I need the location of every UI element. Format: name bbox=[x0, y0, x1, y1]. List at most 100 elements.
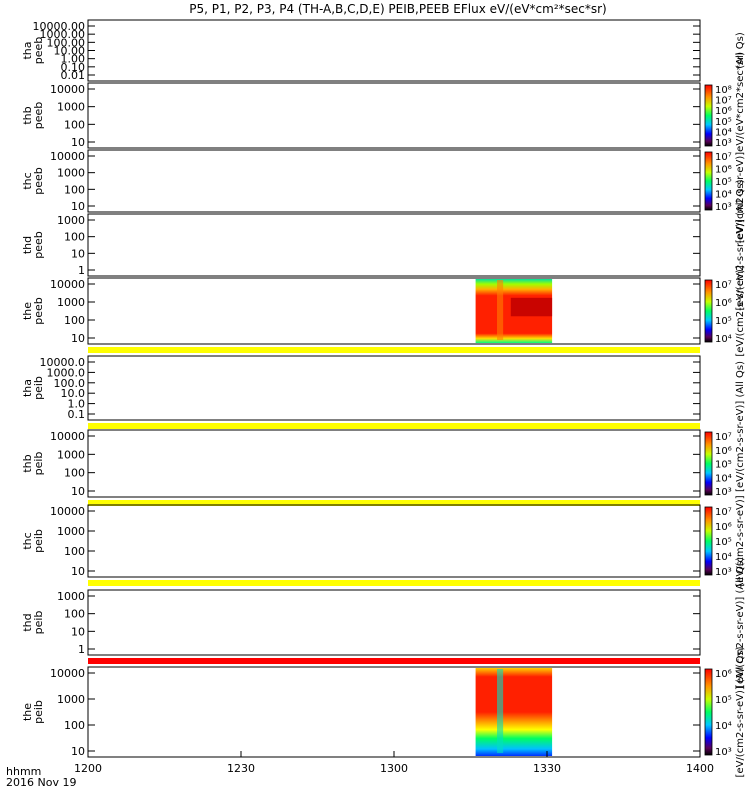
y-tick-label: 1000 bbox=[57, 214, 85, 227]
panel-label-product: peeb bbox=[32, 297, 45, 325]
colorbar-tick-label: 10⁶ bbox=[715, 446, 732, 457]
colorbar-tick-label: 10⁴ bbox=[715, 190, 732, 201]
x-units-label: hhmm bbox=[6, 765, 41, 778]
y-tick-label: 100.00 bbox=[47, 36, 86, 49]
panel-frame bbox=[87, 19, 701, 82]
panel-frame bbox=[87, 666, 701, 758]
y-tick-label: 1000 bbox=[57, 693, 85, 706]
panel-frame bbox=[87, 589, 701, 656]
right-axis-unit-label: [eV/(cm2-s-sr-eV)]eV/(eV*cm2*sec*sr) bbox=[735, 52, 746, 243]
y-tick-label: 0.10 bbox=[61, 61, 86, 74]
y-tick-label: 1000.00 bbox=[40, 28, 86, 41]
right-axis-unit-label: (All Qs) bbox=[735, 32, 746, 69]
y-tick-label: 1000 bbox=[57, 590, 85, 603]
right-axis-unit-label: [eV/(cm2-s-sr-eV)] (All Qs) bbox=[735, 361, 746, 492]
y-tick-label: 0.01 bbox=[61, 69, 86, 82]
y-tick-label: 10000 bbox=[50, 667, 85, 680]
color-stripe bbox=[88, 658, 700, 664]
y-tick-label: 10000 bbox=[50, 278, 85, 291]
date-label: 2016 Nov 19 bbox=[6, 776, 76, 789]
y-tick-label: 100 bbox=[64, 314, 85, 327]
y-tick-label: 10000.00 bbox=[33, 20, 86, 33]
y-tick-label: 1000 bbox=[57, 525, 85, 538]
y-tick-label: 100 bbox=[64, 231, 85, 244]
chart-title: P5, P1, P2, P3, P4 (TH-A,B,C,D,E) PEIB,P… bbox=[189, 2, 606, 16]
spectrogram-hot-band bbox=[510, 297, 553, 317]
x-tick-label: 1300 bbox=[380, 762, 408, 775]
y-tick-label: 10.00 bbox=[54, 45, 86, 58]
color-stripe bbox=[88, 580, 700, 586]
color-stripe bbox=[88, 423, 700, 429]
y-tick-label: 100 bbox=[64, 118, 85, 131]
colorbar bbox=[704, 506, 713, 576]
colorbar-tick-label: 10⁶ bbox=[715, 669, 732, 680]
y-tick-label: 1000.0 bbox=[47, 366, 86, 379]
colorbar-tick-label: 10⁶ bbox=[715, 106, 732, 117]
colorbar-tick-label: 10³ bbox=[715, 747, 732, 758]
panel-label-product: peib bbox=[32, 452, 45, 476]
y-tick-label: 10.0 bbox=[61, 387, 86, 400]
colorbar-tick-label: 10⁶ bbox=[715, 298, 732, 309]
colorbar-tick-label: 10⁵ bbox=[715, 316, 732, 327]
panel-label-product: peib bbox=[32, 611, 45, 635]
panel-label-product: peib bbox=[32, 376, 45, 400]
panel-label-product: peeb bbox=[32, 37, 45, 65]
panel-label-probe: thb bbox=[21, 454, 34, 472]
panel-label-probe: thc bbox=[21, 532, 34, 549]
y-tick-label: 1 bbox=[78, 643, 85, 656]
y-tick-label: 0.1 bbox=[68, 408, 86, 421]
y-tick-label: 100.0 bbox=[54, 377, 86, 390]
panel-label-probe: tha bbox=[21, 41, 34, 59]
colorbar-tick-label: 10⁴ bbox=[715, 334, 732, 345]
panel-label-probe: tha bbox=[21, 379, 34, 397]
panel-frame bbox=[87, 355, 701, 421]
panel-label-probe: the bbox=[21, 302, 34, 320]
y-tick-label: 1000 bbox=[57, 101, 85, 114]
x-tick-label: 1230 bbox=[227, 762, 255, 775]
y-tick-label: 10 bbox=[71, 485, 85, 498]
x-tick-label: 1200 bbox=[74, 762, 102, 775]
colorbar-tick-label: 10³ bbox=[715, 567, 732, 578]
panel-label-probe: thc bbox=[21, 172, 34, 189]
y-tick-label: 10 bbox=[71, 136, 85, 149]
panel-frame bbox=[87, 149, 701, 213]
x-tick-label: 1400 bbox=[686, 762, 714, 775]
panel-label-product: peib bbox=[32, 529, 45, 553]
spectrogram-dip bbox=[497, 280, 504, 340]
panel-frame bbox=[87, 213, 701, 277]
y-tick-label: 1000 bbox=[57, 448, 85, 461]
panel-label-product: peib bbox=[32, 700, 45, 724]
x-tick-label: 1330 bbox=[533, 762, 561, 775]
colorbar-tick-label: 10⁷ bbox=[715, 280, 732, 291]
y-tick-label: 10 bbox=[71, 332, 85, 345]
color-stripe bbox=[88, 500, 700, 506]
y-tick-label: 10000 bbox=[50, 83, 85, 96]
colorbar-tick-label: 10⁸ bbox=[715, 85, 732, 96]
panel-label-probe: thd bbox=[21, 236, 34, 254]
y-tick-label: 1000 bbox=[57, 296, 85, 309]
y-tick-label: 100 bbox=[64, 183, 85, 196]
y-tick-label: 10 bbox=[71, 247, 85, 260]
colorbar-tick-label: 10⁵ bbox=[715, 177, 732, 188]
panel-label-probe: thd bbox=[21, 613, 34, 631]
y-tick-label: 1.0 bbox=[68, 398, 86, 411]
right-axis-unit-label: [eV/(cm2-s-sr-eV)] (All Qs) bbox=[735, 557, 746, 688]
y-tick-label: 100 bbox=[64, 545, 85, 558]
panel-frame bbox=[87, 82, 701, 149]
panel-label-probe: the bbox=[21, 703, 34, 721]
colorbar-tick-label: 10⁵ bbox=[715, 695, 732, 706]
colorbar-tick-label: 10⁶ bbox=[715, 522, 732, 533]
y-tick-label: 1.00 bbox=[61, 53, 86, 66]
y-tick-label: 1 bbox=[78, 264, 85, 277]
colorbar-tick-label: 10³ bbox=[715, 138, 732, 149]
colorbar-tick-label: 10⁴ bbox=[715, 127, 732, 138]
